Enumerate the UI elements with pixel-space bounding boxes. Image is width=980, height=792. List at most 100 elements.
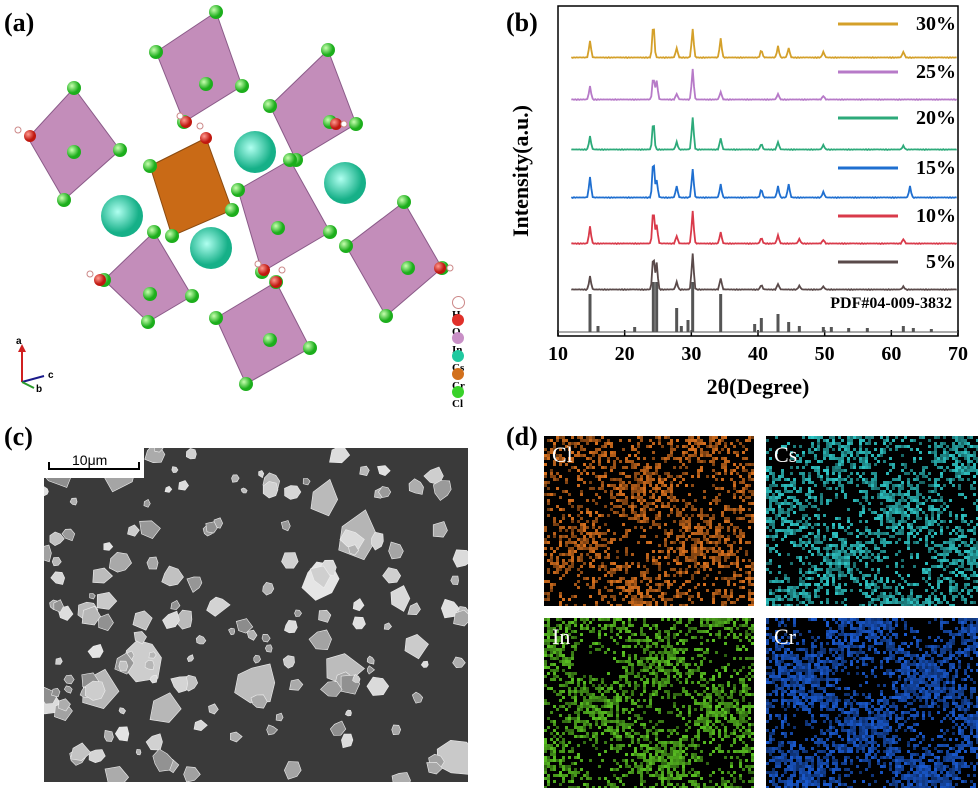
sem-particle — [352, 674, 361, 683]
sem-particle — [309, 565, 331, 589]
sem-particle — [250, 694, 268, 709]
sem-particle — [388, 541, 404, 560]
series-line — [571, 210, 958, 246]
sem-particle — [329, 448, 351, 464]
sem-particle — [186, 654, 194, 663]
reference-peak — [686, 320, 690, 332]
sem-particle — [231, 474, 240, 483]
reference-peak — [776, 314, 780, 332]
x-tick-label: 10 — [548, 343, 568, 365]
sem-particle — [258, 470, 265, 479]
legend-label: 10% — [916, 205, 956, 227]
eds-map-cl: Cl — [544, 436, 754, 606]
sem-particle — [283, 761, 302, 780]
reference-peak — [679, 326, 683, 332]
sem-particle — [148, 651, 157, 659]
sem-particle — [352, 616, 366, 630]
legend-label: 5% — [926, 251, 956, 273]
sem-particle — [132, 610, 153, 631]
eds-map-cs: Cs — [766, 436, 978, 606]
sem-particle — [98, 613, 114, 632]
sem-particle — [185, 448, 197, 460]
sem-particle — [411, 691, 424, 704]
sem-particle — [377, 465, 391, 477]
xrd-plot: 10 20 30 40 50 60 70 2θ(Degree) Intensity(a.u.) P… — [508, 5, 968, 399]
sem-particle — [289, 678, 304, 691]
sem-particle — [171, 466, 179, 473]
panel-label-a: (a) — [4, 8, 35, 37]
panel-label-d: (d) — [506, 422, 538, 451]
series-line — [570, 28, 957, 60]
h-atom-icon — [452, 296, 465, 309]
sem-particle — [205, 521, 218, 534]
series-line — [570, 164, 957, 200]
sem-particle — [133, 631, 147, 645]
reference-peak — [847, 328, 851, 332]
axis-a-label: a — [16, 336, 22, 347]
legend-cl-label: Cl — [452, 398, 463, 411]
sem-particle — [432, 521, 448, 538]
reference-peak — [759, 318, 763, 332]
sem-particle — [89, 593, 96, 600]
sem-particle — [261, 633, 271, 643]
eds-map-in: In — [544, 618, 754, 788]
sem-particle — [96, 591, 118, 610]
sem-particle — [308, 629, 332, 651]
sem-particle — [164, 485, 173, 493]
sem-particle — [170, 676, 189, 694]
sem-particle — [348, 544, 359, 556]
sem-micrograph: 10μm — [44, 448, 468, 782]
reference-peak — [633, 327, 637, 332]
sem-particle — [144, 659, 155, 670]
in-atom-icon — [452, 332, 464, 345]
eds-map-cl-label: Cl — [552, 442, 573, 467]
eds-map-cs-label: Cs — [774, 442, 798, 467]
panel-d-eds-maps: (d) Cl Cs In Cr — [500, 420, 980, 792]
eds-map-in-label: In — [552, 624, 571, 649]
legend-label: 25% — [916, 61, 956, 83]
sem-particle — [127, 524, 140, 537]
reference-peak — [829, 327, 833, 332]
sem-particle — [235, 618, 254, 634]
panel-c-sem-image: (c) 10μm — [0, 420, 480, 792]
sem-particle — [55, 657, 63, 665]
sem-particle — [345, 709, 352, 717]
cr-octahedron — [149, 137, 233, 237]
sem-particle — [366, 665, 375, 675]
o-atom-icon — [452, 314, 464, 327]
sem-particle — [281, 552, 299, 569]
legend-label: 30% — [916, 13, 956, 35]
sem-particle — [143, 498, 151, 508]
sem-particle — [408, 478, 424, 495]
crystal-structure-image: a c b — [14, 5, 454, 395]
panel-a-crystal-structure: (a) — [0, 0, 480, 410]
sem-particle — [61, 528, 76, 542]
sem-particle — [450, 575, 459, 585]
sem-particle — [426, 761, 443, 775]
sem-particle — [92, 567, 113, 584]
sem-particle — [193, 719, 208, 732]
sem-particle — [359, 465, 370, 477]
sem-particle — [51, 687, 61, 698]
sem-particle — [135, 749, 142, 756]
sem-particle — [69, 497, 78, 506]
sem-particle — [88, 749, 106, 764]
sem-particle — [195, 635, 207, 645]
reference-peak — [719, 294, 723, 332]
sem-particle — [161, 565, 184, 587]
reference-peak — [596, 326, 600, 332]
sem-particle — [280, 520, 291, 532]
sem-particle — [53, 599, 64, 613]
sem-particle — [264, 644, 273, 653]
sem-particle — [114, 726, 130, 742]
sem-particle — [154, 448, 164, 453]
sem-particle — [50, 571, 66, 585]
x-tick-label: 60 — [881, 343, 901, 365]
sem-particle — [118, 707, 126, 715]
eds-map-cr: Cr — [766, 618, 978, 788]
sem-particle — [302, 478, 311, 486]
sem-particle — [329, 720, 347, 736]
sem-particle — [366, 676, 390, 696]
reference-label: PDF#04-009-3832 — [830, 295, 952, 312]
cl-atom-icon — [452, 386, 464, 399]
